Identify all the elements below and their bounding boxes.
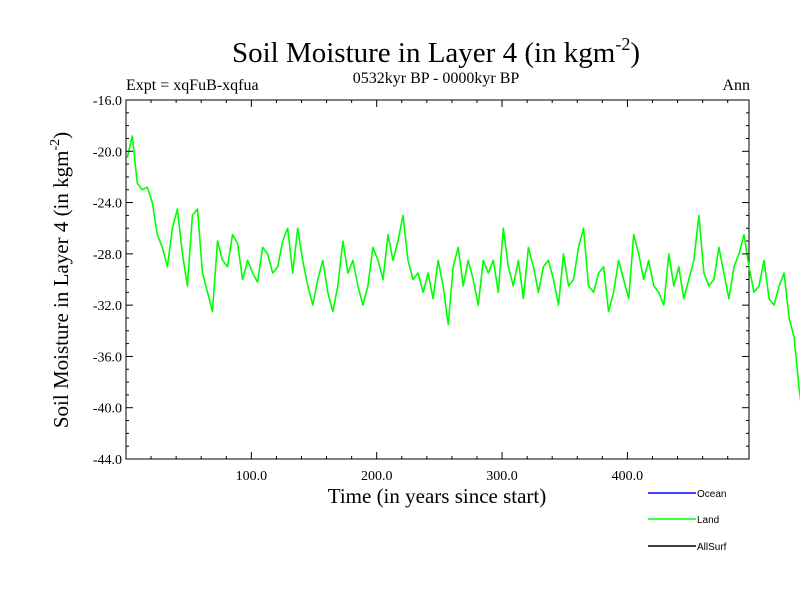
season-label: Ann (722, 77, 750, 94)
y-tick-label: -28.0 (93, 248, 122, 263)
x-tick-label: 400.0 (612, 469, 644, 484)
legend-label-ocean: Ocean (697, 489, 726, 500)
x-tick-label: 100.0 (236, 469, 268, 484)
y-tick-label: -36.0 (93, 350, 122, 365)
legend-label-allsurf: AllSurf (697, 542, 727, 553)
x-axis-label: Time (in years since start) (328, 484, 547, 508)
series-line-land (126, 135, 800, 402)
legend: Ocean Land AllSurf (648, 489, 727, 553)
plot-frame (125, 99, 750, 460)
y-tick-label: -16.0 (93, 94, 122, 109)
x-tick-label: 200.0 (361, 469, 393, 484)
y-tick-label: -20.0 (93, 145, 122, 160)
y-tick-label: -40.0 (93, 402, 122, 417)
y-tick-label: -44.0 (93, 453, 122, 468)
y-tick-label: -24.0 (93, 197, 122, 212)
experiment-label: Expt = xqFuB-xqfua (126, 77, 259, 94)
y-tick-label: -32.0 (93, 299, 122, 314)
x-tick-label: 300.0 (486, 469, 518, 484)
legend-label-land: Land (697, 515, 719, 526)
chart-title: Soil Moisture in Layer 4 (in kgm-2) (232, 34, 640, 69)
y-axis-label: Soil Moisture in Layer 4 (in kgm-2) (48, 132, 73, 428)
period-label: 0532kyr BP - 0000kyr BP (353, 70, 520, 87)
axis-ticks: -16.0 -20.0 -24.0 -28.0 -32.0 -36.0 -40.0 -44.0… (93, 94, 749, 484)
